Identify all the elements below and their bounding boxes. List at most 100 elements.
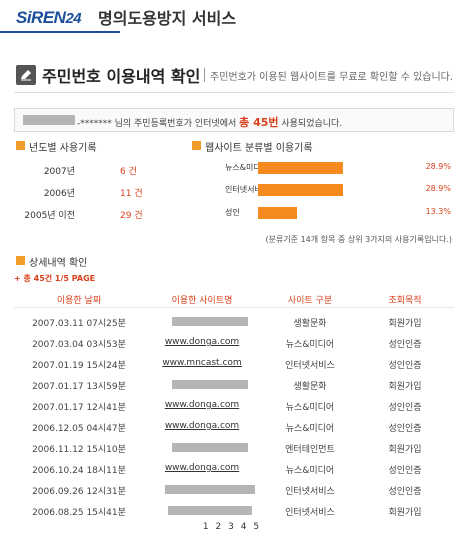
section-bullet-icon [16,256,25,265]
row-date: 2007.01.17 12시41분 [32,403,126,413]
row-category: 인터넷서비스 [285,361,335,371]
page-link-2[interactable]: 2 [215,522,222,532]
table-row: 2006.11.12 15시10분 엔터테인먼트 회원가입 [14,438,454,459]
yearly-row: 2007년 6 건 [20,164,170,178]
usage-summary-text: -******* 님의 주민등록번호가 인터넷에서 총 45번 사용되었습니다. [77,114,342,130]
row-category: 뉴스&미디어 [285,424,335,434]
row-purpose: 성인인증 [388,340,422,350]
page-link-1[interactable]: 1 [202,522,209,532]
row-purpose: 회원가입 [388,445,422,455]
table-row: 2007.01.19 15시24분 www.mncast.com 인터넷서비스 성인인… [14,354,454,375]
masked-site-name [172,443,248,452]
row-purpose: 회원가입 [388,382,422,392]
table-row: 2007.03.04 03시53분 www.donga.com 뉴스&미디어 성인인증 [14,333,454,354]
category-bar [258,207,298,219]
masked-site-name [165,485,255,494]
row-date: 2006.10.24 18시11분 [32,466,126,476]
table-row: 2007.01.17 12시41분 www.donga.com 뉴스&미디어 성인인증 [14,396,454,417]
row-site-link[interactable]: www.donga.com [164,421,240,431]
row-category: 인터넷서비스 [285,508,335,518]
column-header-category: 사이트 구분 [287,296,333,306]
pencil-icon [16,65,36,85]
table-row: 2006.10.24 18시11분 www.donga.com 뉴스&미디어 성인인증 [14,459,454,480]
yearly-row: 2005년 이전 29 건 [20,208,170,222]
masked-user-name [23,115,75,125]
siren24-logo[interactable]: SiREN24 [16,8,82,28]
row-date: 2006.11.12 15시10분 [32,445,126,455]
title-underline [14,92,454,93]
page-link-3[interactable]: 3 [228,522,234,532]
page-link-5[interactable]: 5 [253,522,260,532]
masked-site-name [168,506,252,515]
category-bar [258,184,343,196]
row-purpose: 성인인증 [388,361,422,371]
row-category: 뉴스&미디어 [285,466,335,476]
logo-number: 24 [65,10,82,27]
row-date: 2006.12.05 04시47분 [32,424,126,434]
table-row: 2006.09.26 12시31분 인터넷서비스 성인인증 [14,480,454,501]
year-count: 6 건 [120,167,137,177]
masked-id: -******* [77,119,112,129]
row-date: 2007.03.11 07시25분 [32,319,126,329]
usage-summary-box: -******* 님의 주민등록번호가 인터넷에서 총 45번 사용되었습니다. [14,108,454,132]
page-description: 주민번호가 이용된 웹사이트를 무료로 확인할 수 있습니다. [210,72,454,83]
table-row: 2007.01.17 13시59분 생활문화 회원가입 [14,375,454,396]
year-label: 2007년 [43,167,75,177]
row-date: 2007.01.17 13시59분 [32,382,126,392]
category-row: 뉴스&미디어 28.9% [225,162,455,176]
row-purpose: 성인인증 [388,403,422,413]
row-category: 엔터테인먼트 [285,445,335,455]
column-header-purpose: 조회목적 [388,296,422,306]
category-note: (분류기준 14개 항목 중 상위 3가지의 사용기록입니다.) [265,235,452,244]
summary-text-before: 님의 주민등록번호가 인터넷에서 [111,119,240,129]
year-label: 2006년 [43,189,75,199]
row-purpose: 회원가입 [388,319,422,329]
row-site-link[interactable]: www.donga.com [164,337,240,347]
header: SiREN24 명의도용방지 서비스 [0,0,462,40]
page-title-row: 주민번호 이용내역 확인 주민번호가 이용된 웹사이트를 무료로 확인할 수 있… [14,62,454,88]
year-count: 29 건 [120,211,143,221]
row-purpose: 성인인증 [388,487,422,497]
row-date: 2006.09.26 12시31분 [32,487,126,497]
usage-count: 총 45번 [239,116,279,129]
row-purpose: 회원가입 [388,508,422,518]
row-site-link[interactable]: www.donga.com [164,400,240,410]
yearly-row: 2006년 11 건 [20,186,170,200]
page-title: 주민번호 이용내역 확인 [42,67,201,86]
category-bar [258,162,343,174]
row-site-link[interactable]: www.mncast.com [162,358,242,368]
row-site-link[interactable]: www.donga.com [164,463,240,473]
row-date: 2006.08.25 15시41분 [32,508,126,518]
row-category: 뉴스&미디어 [285,403,335,413]
category-row: 성인 13.3% [225,207,455,221]
row-date: 2007.01.19 15시24분 [32,361,126,371]
details-page-info: + 총 45건 1/5 PAGE [14,274,96,283]
year-count: 11 건 [120,189,143,199]
category-label: 성인 [225,208,240,217]
header-divider [0,31,120,33]
category-row: 인터넷서비스 28.9% [225,184,455,198]
pagination: 1 2 3 4 5 [0,522,462,532]
title-separator [204,68,205,82]
category-label: 뉴스&미디어 [225,163,269,172]
table-row: 2007.03.11 07시25분 생활문화 회원가입 [14,312,454,333]
section-bullet-icon [192,141,201,150]
category-percent: 28.9% [425,162,451,171]
page-link-4[interactable]: 4 [240,522,247,532]
category-percent: 13.3% [425,207,451,216]
row-date: 2007.03.04 03시53분 [32,340,126,350]
table-row: 2006.12.05 04시47분 www.donga.com 뉴스&미디어 성인인증 [14,417,454,438]
row-category: 생활문화 [293,382,327,392]
category-label: 인터넷서비스 [225,185,270,194]
category-percent: 28.9% [425,184,451,193]
logo-text: SiREN [16,8,66,27]
row-purpose: 성인인증 [388,424,422,434]
summary-text-after: 사용되었습니다. [278,119,343,129]
column-header-site: 이용한 사이트명 [171,296,233,306]
table-row: 2006.08.25 15시41분 인터넷서비스 회원가입 [14,501,454,522]
row-category: 인터넷서비스 [285,487,335,497]
table-header: 이용한 날짜 이용한 사이트명 사이트 구분 조회목적 [14,290,454,308]
yearly-section-title: 년도별 사용기록 [29,143,97,154]
masked-site-name [172,317,248,326]
category-section-title: 웹사이트 분류별 이용기록 [205,143,313,154]
